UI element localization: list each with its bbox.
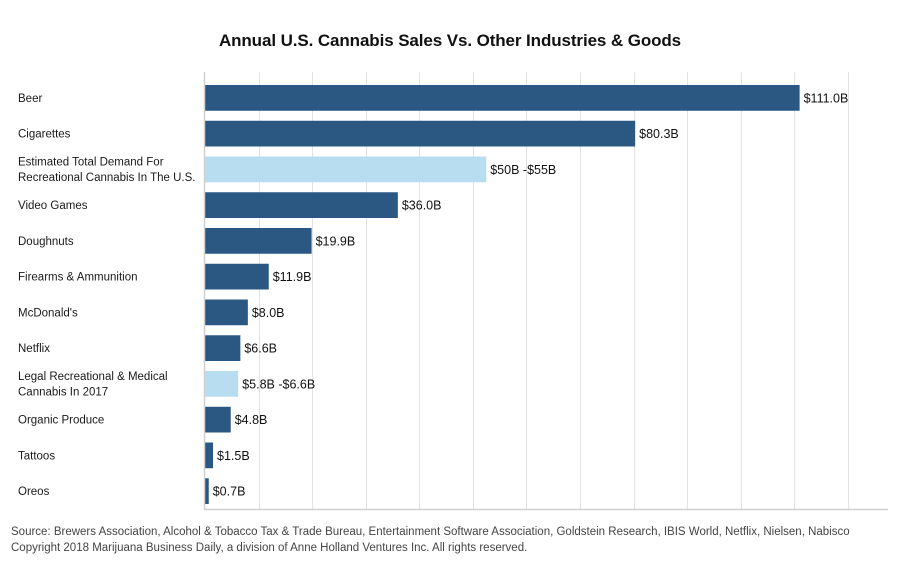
data-label: $5.8B -$6.6B <box>242 377 315 391</box>
data-labels: $111.0B $80.3B $50B -$55B $36.0B $19.9B $11.9… <box>213 91 849 498</box>
bar <box>205 192 398 218</box>
category-label: Netflix <box>18 343 50 355</box>
category-label: Beer <box>18 93 42 105</box>
bar <box>205 263 269 290</box>
data-label: $80.3B <box>639 127 679 141</box>
bar <box>205 371 239 397</box>
data-label: $1.5B <box>217 449 250 463</box>
bar <box>205 85 800 111</box>
category-label: Doughnuts <box>18 236 74 248</box>
data-label: $111.0B <box>804 91 849 105</box>
bar <box>205 335 241 361</box>
category-label: Video Games <box>18 200 88 212</box>
axes <box>203 72 888 511</box>
data-label: $19.9B <box>316 234 356 248</box>
bar <box>205 299 248 326</box>
bar <box>205 406 231 433</box>
gridlines <box>259 72 849 509</box>
category-label: McDonald's <box>18 307 78 319</box>
data-label: $11.9B <box>273 270 312 284</box>
category-label: Oreos <box>18 486 50 498</box>
category-label: Estimated Total Demand For Recreational C… <box>18 157 196 185</box>
category-label: Organic Produce <box>18 415 104 427</box>
category-label: Cigarettes <box>18 129 71 141</box>
chart-footer: Source: Brewers Association, Alcohol & T… <box>11 524 850 556</box>
data-label: $50B -$55B <box>490 163 556 177</box>
bar <box>205 156 487 183</box>
data-label: $0.7B <box>213 485 246 499</box>
data-label: $8.0B <box>252 306 285 320</box>
bar <box>205 120 636 147</box>
category-label: Tattoos <box>18 450 55 462</box>
chart-title: Annual U.S. Cannabis Sales Vs. Other Ind… <box>218 31 682 50</box>
copyright-note: Copyright 2018 Marijuana Business Daily,… <box>11 542 528 554</box>
data-label: $6.6B <box>244 342 277 356</box>
bar <box>205 228 312 254</box>
data-label: $36.0B <box>402 199 442 213</box>
bars <box>205 85 800 504</box>
category-label: Legal Recreational & Medical Cannabis In … <box>18 371 168 399</box>
category-labels: Beer Cigarettes Estimated Total Demand For… <box>18 93 196 498</box>
bar <box>205 442 214 469</box>
bar <box>205 478 209 504</box>
source-note: Source: Brewers Association, Alcohol & T… <box>11 526 850 538</box>
data-label: $4.8B <box>235 413 268 427</box>
category-label: Firearms & Ammunition <box>18 272 138 284</box>
